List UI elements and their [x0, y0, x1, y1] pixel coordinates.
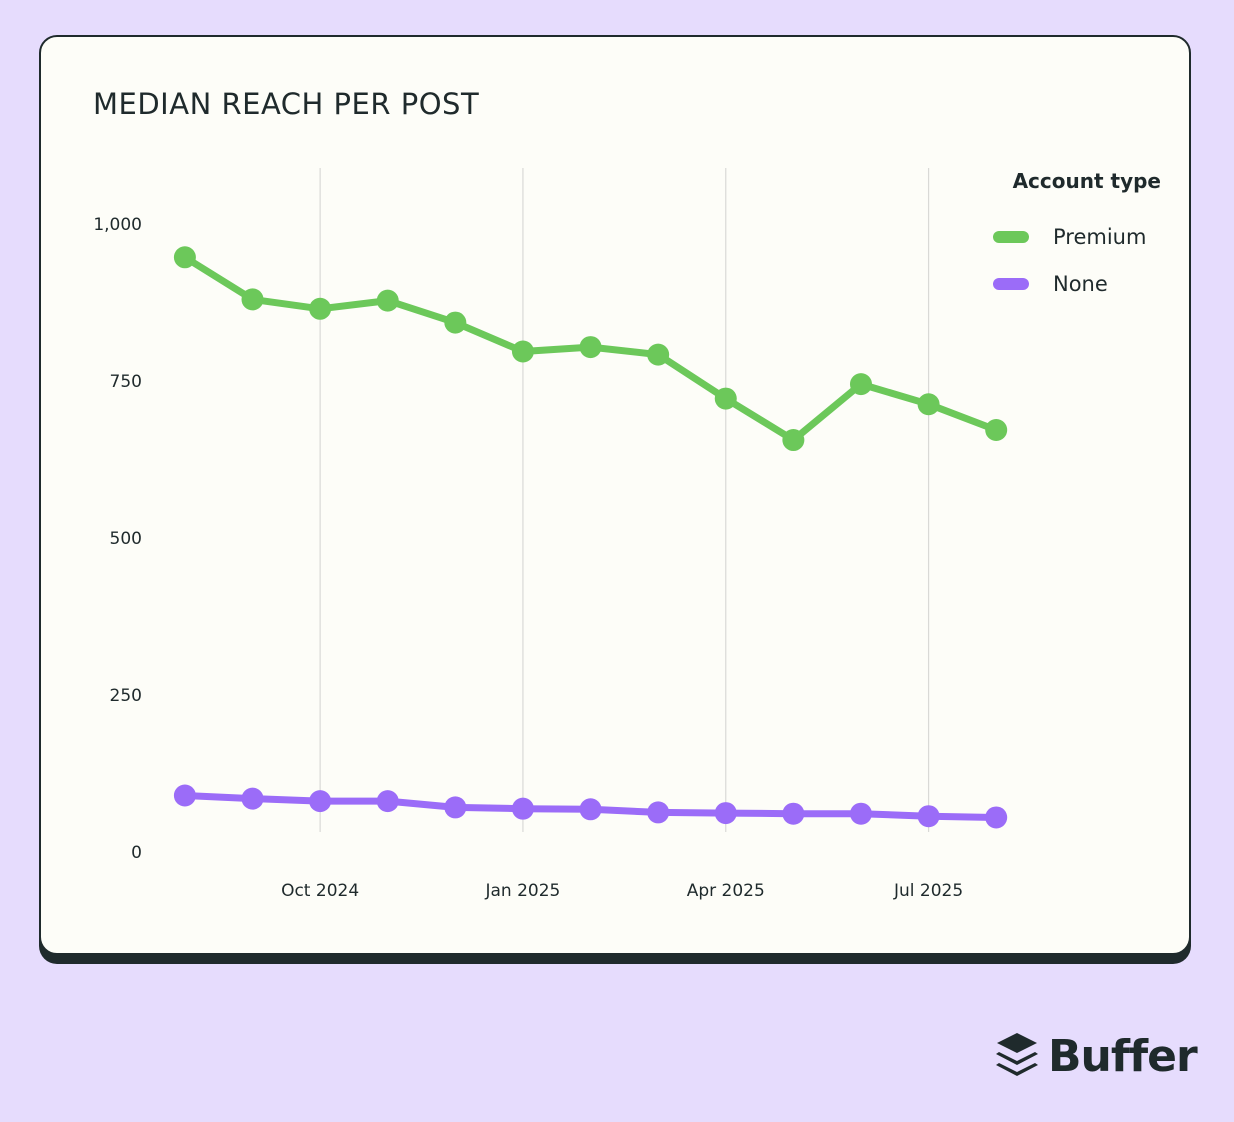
- data-point-premium: [241, 288, 264, 311]
- x-tick-label: Apr 2025: [687, 881, 765, 901]
- chart-card: MEDIAN REACH PER POST Account type Premi…: [39, 35, 1191, 955]
- data-point-premium: [173, 246, 196, 269]
- data-point-premium: [917, 393, 940, 416]
- legend-item-none[interactable]: None: [991, 260, 1161, 307]
- data-point-premium: [849, 373, 872, 396]
- data-point-none: [376, 790, 399, 813]
- data-point-none: [173, 784, 196, 807]
- legend-label-none: None: [1053, 271, 1108, 296]
- data-point-premium: [444, 311, 467, 334]
- legend-label-premium: Premium: [1053, 224, 1147, 249]
- legend-swatch-premium: [993, 230, 1029, 243]
- y-tick-label: 0: [131, 843, 142, 863]
- y-tick-label: 500: [110, 529, 142, 549]
- data-point-premium: [647, 343, 670, 366]
- data-point-none: [985, 806, 1008, 829]
- y-tick-label: 250: [110, 686, 142, 706]
- chart-title: MEDIAN REACH PER POST: [93, 87, 480, 121]
- brand-logo: Buffer: [994, 1030, 1198, 1082]
- data-point-none: [511, 797, 534, 820]
- legend-item-premium[interactable]: Premium: [991, 213, 1161, 260]
- brand-name: Buffer: [1048, 1030, 1198, 1082]
- series-none: [173, 784, 1008, 829]
- data-point-premium: [579, 336, 602, 359]
- data-point-none: [579, 798, 602, 821]
- buffer-stack-icon: [996, 1033, 1038, 1076]
- data-point-premium: [985, 418, 1008, 441]
- legend: Account type Premium None: [991, 169, 1161, 307]
- x-tick-label: Oct 2024: [281, 881, 359, 901]
- y-tick-label: 1,000: [93, 215, 142, 235]
- x-tick-label: Jan 2025: [485, 881, 561, 901]
- data-point-none: [782, 802, 805, 825]
- data-point-premium: [376, 289, 399, 312]
- data-point-none: [647, 801, 670, 824]
- legend-swatch-none: [993, 277, 1029, 290]
- x-tick-label: Jul 2025: [893, 881, 963, 901]
- data-point-none: [309, 790, 332, 813]
- data-point-premium: [714, 387, 737, 410]
- legend-title: Account type: [1012, 169, 1161, 193]
- data-point-none: [917, 805, 940, 828]
- data-point-none: [714, 802, 737, 825]
- y-tick-label: 750: [110, 372, 142, 392]
- data-point-premium: [782, 429, 805, 452]
- data-point-none: [849, 802, 872, 825]
- data-point-none: [444, 796, 467, 819]
- series-premium: [173, 246, 1008, 452]
- data-point-premium: [511, 340, 534, 363]
- data-point-none: [241, 787, 264, 810]
- data-point-premium: [309, 297, 332, 320]
